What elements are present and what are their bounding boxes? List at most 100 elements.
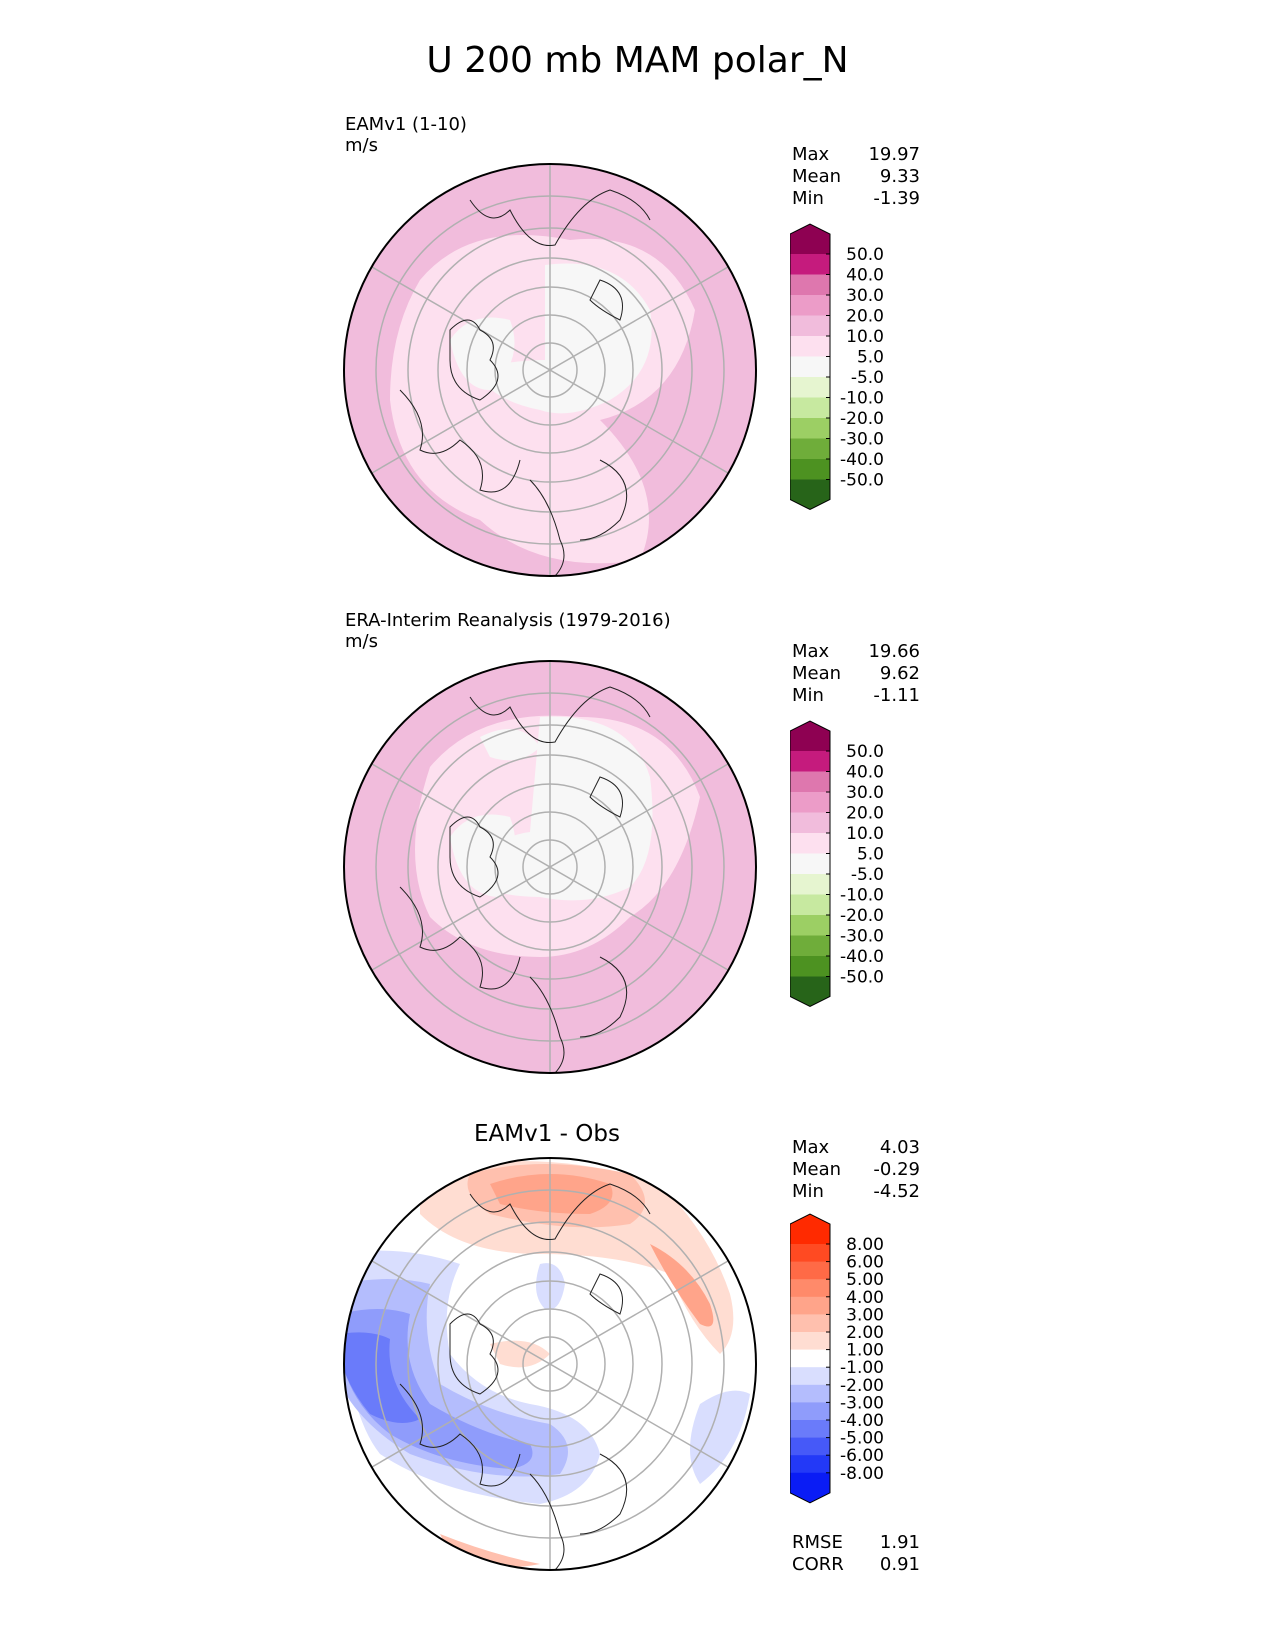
- field-band: [344, 1332, 420, 1423]
- colorbar-segment: [790, 792, 830, 813]
- colorbar-segment: [790, 418, 830, 439]
- colorbar-segment: [790, 894, 830, 916]
- colorbar-tick-label: 3.00: [846, 1305, 884, 1325]
- field-band: [650, 1244, 714, 1327]
- colorbar-segment: [790, 1420, 830, 1439]
- map-boundary: [343, 1157, 757, 1571]
- coastlines: [399, 189, 651, 577]
- stat-label: Min: [792, 685, 824, 706]
- colorbar-tick-label: 30.0: [846, 286, 884, 306]
- colorbar-segment: [790, 874, 830, 895]
- colorbar-tick-label: 40.0: [846, 763, 884, 783]
- colorbar-tick-label: -20.0: [840, 409, 884, 429]
- colorbar-tick-label: -5.0: [851, 865, 884, 885]
- metric-value: 0.91: [879, 1554, 920, 1575]
- stat-label: Max: [792, 144, 830, 165]
- field-band: [450, 814, 516, 897]
- panel-3-title: EAMv1 - Obs: [474, 1121, 620, 1147]
- colorbar-tick-label: -40.0: [840, 450, 884, 470]
- panel-1-colorbar: 50.040.030.020.010.05.0-5.0-10.0-20.0-30…: [790, 223, 884, 511]
- colorbar-segment: [790, 1384, 830, 1403]
- colorbar-segment: [790, 397, 830, 419]
- panel-1-title: EAMv1 (1-10) m/s: [345, 114, 467, 156]
- panel-3-colorbar: 8.006.005.004.003.002.001.00-1.00-2.00-3…: [790, 1213, 884, 1504]
- graticule: [371, 661, 729, 1073]
- stat-value: -1.11: [873, 685, 920, 706]
- colorbar-tick-label: 5.00: [846, 1270, 884, 1290]
- colorbar-tick-label: 40.0: [846, 266, 884, 286]
- stat-row: Min -1.11: [792, 685, 920, 707]
- colorbar-tick-label: 10.0: [846, 824, 884, 844]
- colorbar-tick-label: 20.0: [846, 307, 884, 327]
- stat-value: 9.62: [879, 663, 920, 684]
- panel-3-metrics: RMSE 1.91 CORR 0.91: [792, 1532, 920, 1576]
- stat-row: Max 4.03: [792, 1137, 920, 1159]
- colorbar-segment: [790, 1367, 830, 1386]
- colorbar-tick-label: -10.0: [840, 389, 884, 409]
- stat-row: Max 19.97: [792, 144, 920, 166]
- colorbar-tick-label: -50.0: [840, 471, 884, 491]
- colorbar-tick-label: 4.00: [846, 1288, 884, 1308]
- panel-1-stats: Max 19.97 Mean 9.33 Min -1.39: [792, 144, 920, 210]
- colorbar-tick-label: -5.0: [851, 368, 884, 388]
- stat-label: Max: [792, 1137, 830, 1158]
- stat-row: Mean -0.29: [792, 1159, 920, 1181]
- stat-row: Mean 9.33: [792, 166, 920, 188]
- panel-1-title-line1: EAMv1 (1-10): [345, 114, 467, 135]
- stat-row: Mean 9.62: [792, 663, 920, 685]
- colorbar-segment: [790, 751, 830, 772]
- panel-3-stats: Max 4.03 Mean -0.29 Min -4.52: [792, 1137, 920, 1203]
- colorbar-tick-label: -1.00: [840, 1358, 884, 1378]
- colorbar-segment: [790, 1261, 830, 1280]
- panel-2-stats: Max 19.66 Mean 9.62 Min -1.11: [792, 641, 920, 707]
- map-boundary: [343, 660, 757, 1074]
- stat-label: Min: [792, 188, 824, 209]
- colorbar-segment: [790, 935, 830, 957]
- colorbar-tick-label: -20.0: [840, 906, 884, 926]
- panel-2-units: m/s: [345, 631, 378, 652]
- graticule: [371, 164, 729, 576]
- colorbar-tick-label: 5.0: [857, 348, 884, 368]
- colorbar-tick-label: -40.0: [840, 947, 884, 967]
- stat-value: 19.97: [868, 144, 920, 165]
- colorbar-segment: [790, 1349, 830, 1368]
- stat-row: Min -4.52: [792, 1181, 920, 1203]
- colorbar-segment: [790, 853, 830, 875]
- stat-label: Max: [792, 641, 830, 662]
- colorbar-tick-label: -2.00: [840, 1376, 884, 1396]
- field-band: [690, 1390, 750, 1484]
- colorbar-segment: [790, 915, 830, 936]
- field-band: [470, 716, 653, 901]
- colorbar-segment: [790, 833, 830, 854]
- colorbar-segment: [790, 1332, 830, 1351]
- colorbar-tick-label: 8.00: [846, 1235, 884, 1255]
- colorbar-tick-label: 10.0: [846, 327, 884, 347]
- panel-2-title-line1: ERA-Interim Reanalysis (1979-2016): [345, 610, 671, 631]
- field-band: [490, 1174, 613, 1214]
- panel-3-map: [343, 1157, 757, 1571]
- colorbar-segment: [790, 336, 830, 357]
- stat-label: Mean: [792, 166, 842, 187]
- colorbar-segment: [790, 956, 830, 977]
- colorbar-segment: [790, 812, 830, 834]
- colorbar-extend-min: [790, 976, 830, 1007]
- colorbar-segment: [790, 1437, 830, 1456]
- colorbar-segment: [790, 1455, 830, 1474]
- colorbar-segment: [790, 1402, 830, 1421]
- colorbar-outline: [790, 720, 831, 1008]
- metric-label: RMSE: [792, 1532, 843, 1553]
- field-band: [450, 317, 515, 390]
- stat-value: 9.33: [879, 166, 920, 187]
- colorbar-tick-label: -4.00: [840, 1411, 884, 1431]
- colorbar-tick-label: -50.0: [840, 968, 884, 988]
- colorbar-tick-label: 30.0: [846, 783, 884, 803]
- colorbar-tick-label: 1.00: [846, 1341, 884, 1361]
- stat-value: 4.03: [879, 1137, 920, 1158]
- colorbar-tick-label: -10.0: [840, 886, 884, 906]
- colorbar-segment: [790, 771, 830, 793]
- colorbar-tick-label: 20.0: [846, 804, 884, 824]
- panel-2-colorbar: 50.040.030.020.010.05.0-5.0-10.0-20.0-30…: [790, 720, 884, 1008]
- stat-row: Max 19.66: [792, 641, 920, 663]
- colorbar-extend-min: [790, 479, 830, 510]
- stat-label: Mean: [792, 663, 842, 684]
